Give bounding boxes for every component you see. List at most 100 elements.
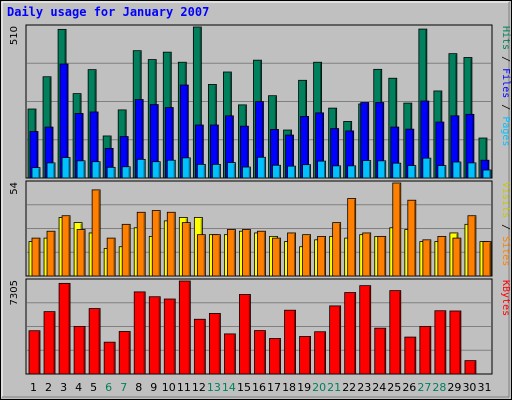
bar-pages-day-13-shade (218, 165, 220, 178)
bar-kbytes-day-16-shade (263, 331, 265, 374)
bar-pages-day-6-shade (113, 168, 115, 178)
bar-files-day-2-shade (51, 128, 53, 178)
bar-sites-day-9-shade (158, 211, 160, 276)
bar-pages-day-5 (91, 161, 101, 179)
bar-files-day-6-shade (111, 149, 113, 178)
bar-kbytes-day-4 (73, 325, 86, 375)
day-label-17: 17 (267, 381, 281, 394)
bar-kbytes-day-17 (269, 338, 281, 375)
day-label-16: 16 (252, 381, 266, 394)
bar-files-day-22-shade (352, 131, 354, 178)
bar-sites-day-5 (91, 189, 101, 277)
bar-kbytes-day-20 (314, 331, 327, 375)
day-label-20: 20 (312, 381, 326, 394)
bar-kbytes-day-23 (359, 285, 372, 375)
panel-3-max-label: 7305 (9, 280, 20, 305)
bar-sites-day-18-shade (293, 233, 295, 276)
bar-pages-day-8-shade (143, 160, 145, 178)
bar-pages-day-1-shade (38, 168, 40, 178)
bar-pages-day-1 (31, 167, 41, 179)
bar-sites-day-24 (377, 235, 387, 277)
bar-pages-day-5-shade (98, 162, 100, 178)
bar-sites-day-2 (46, 230, 56, 277)
bar-kbytes-day-1 (28, 330, 41, 375)
bar-files-day-18-shade (291, 136, 293, 178)
bar-files-day-28-shade (442, 123, 444, 178)
bar-sites-day-3 (61, 215, 71, 277)
bar-kbytes-day-25 (389, 290, 402, 375)
bar-pages-day-30 (467, 162, 477, 179)
bar-pages-day-13 (211, 163, 221, 179)
bar-files-day-21-shade (337, 129, 339, 178)
bar-files-day-30-shade (472, 115, 474, 178)
bar-sites-day-4 (76, 229, 86, 277)
bar-sites-day-25-shade (399, 184, 401, 276)
bar-sites-day-29-shade (459, 239, 461, 276)
panel-1-max-label: 510 (9, 26, 20, 45)
bar-sites-day-17-shade (278, 239, 280, 276)
bar-sites-day-19-shade (308, 235, 310, 276)
bar-sites-day-30 (467, 215, 477, 277)
bar-sites-day-26 (407, 199, 417, 277)
bar-pages-day-14-shade (233, 163, 235, 178)
bar-sites-day-13-shade (218, 235, 220, 276)
bar-kbytes-day-27-shade (429, 327, 431, 374)
bar-kbytes-day-25-shade (399, 291, 401, 374)
bar-sites-day-11 (181, 222, 191, 277)
bar-kbytes-day-13-shade (218, 314, 220, 374)
bar-pages-day-9 (151, 161, 161, 179)
bar-pages-day-27-shade (429, 159, 431, 178)
bar-kbytes-day-15 (239, 294, 251, 375)
bar-kbytes-day-29 (449, 310, 462, 375)
bar-sites-day-15 (242, 229, 251, 277)
bar-pages-day-29 (452, 161, 462, 179)
day-label-14: 14 (222, 381, 236, 394)
bar-files-day-7-shade (126, 137, 128, 178)
bar-files-day-23-shade (367, 103, 369, 178)
bar-sites-day-17 (272, 237, 281, 277)
bar-sites-day-9 (151, 210, 161, 277)
day-label-4: 4 (75, 381, 82, 394)
bar-kbytes-day-14 (224, 333, 236, 375)
bar-pages-day-2 (46, 162, 56, 179)
bar-sites-day-31-shade (489, 242, 491, 276)
bar-kbytes-day-6 (103, 341, 116, 375)
bar-kbytes-day-30 (464, 360, 477, 375)
bar-sites-day-10-shade (173, 213, 175, 276)
bar-pages-day-30-shade (474, 163, 476, 178)
bar-kbytes-day-5-shade (98, 309, 100, 374)
bar-sites-day-8-shade (143, 213, 145, 276)
bar-kbytes-day-11-shade (188, 282, 190, 374)
bar-kbytes-day-29-shade (459, 311, 461, 374)
bar-files-day-12-shade (201, 126, 203, 178)
day-label-30: 30 (462, 381, 476, 394)
bar-sites-day-27-shade (429, 240, 431, 276)
bar-sites-day-5-shade (98, 190, 100, 276)
bar-files-day-5-shade (96, 112, 98, 178)
bar-pages-day-14 (227, 162, 236, 179)
bar-pages-day-26 (407, 165, 417, 179)
bar-sites-day-15-shade (248, 230, 250, 276)
bar-kbytes-day-22-shade (354, 293, 356, 374)
bar-pages-day-20 (317, 160, 327, 179)
bar-files-day-9-shade (156, 105, 158, 178)
bar-pages-day-11 (181, 157, 191, 179)
bar-sites-day-4-shade (83, 230, 85, 276)
bar-kbytes-day-20-shade (324, 332, 326, 374)
bar-sites-day-30-shade (474, 216, 476, 276)
bar-files-day-19-shade (306, 117, 308, 178)
bar-pages-day-18 (287, 165, 296, 179)
bar-pages-day-16 (257, 156, 266, 179)
bar-pages-day-6 (106, 166, 116, 179)
bar-files-day-29-shade (457, 116, 459, 178)
bar-kbytes-day-21-shade (339, 306, 341, 374)
bar-sites-day-6 (106, 237, 116, 277)
bar-pages-day-8 (136, 158, 146, 179)
bar-pages-day-22 (347, 165, 357, 179)
bar-sites-day-14 (227, 229, 236, 277)
day-label-21: 21 (327, 381, 341, 394)
bar-pages-day-12-shade (203, 165, 205, 178)
bar-files-day-1-shade (36, 132, 38, 178)
